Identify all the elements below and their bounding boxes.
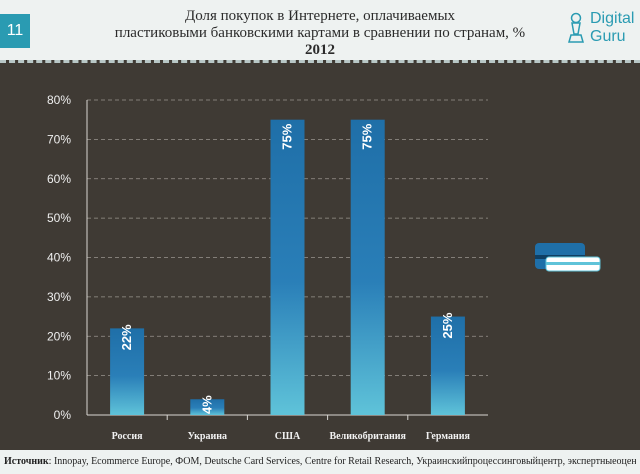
data-label: 22% bbox=[119, 324, 134, 350]
header: 11 Доля покупок в Интернете, оплачиваемы… bbox=[0, 0, 640, 60]
logo-line-1: Digital bbox=[590, 10, 635, 27]
y-tick-label: 70% bbox=[47, 132, 71, 146]
pawn-icon bbox=[568, 12, 584, 43]
category-label: Германия bbox=[426, 431, 471, 442]
chart-title: Доля покупок в Интернете, оплачиваемых п… bbox=[80, 8, 560, 59]
y-tick-label: 20% bbox=[47, 329, 71, 343]
category-label: Россия bbox=[112, 431, 143, 442]
y-tick-label: 40% bbox=[47, 251, 71, 265]
bar bbox=[350, 119, 385, 415]
credit-cards-icon bbox=[535, 243, 601, 272]
y-tick-label: 50% bbox=[47, 211, 71, 225]
title-line-1: Доля покупок в Интернете, оплачиваемых bbox=[184, 8, 456, 24]
category-label: США bbox=[275, 431, 301, 442]
title-year: 2012 bbox=[305, 42, 335, 58]
source-text: : Innopay, Ecommerce Europe, ФОМ, Deutsc… bbox=[48, 456, 636, 467]
y-tick-label: 0% bbox=[54, 408, 72, 422]
bar bbox=[270, 119, 305, 415]
y-tick-label: 10% bbox=[47, 369, 71, 383]
logo-line-2: Guru bbox=[590, 28, 626, 45]
data-label: 75% bbox=[360, 123, 375, 149]
source-note: Источник: Innopay, Ecommerce Europe, ФОМ… bbox=[4, 456, 636, 468]
bar bbox=[190, 399, 225, 415]
title-line-2: пластиковыми банковскими картами в сравн… bbox=[114, 25, 526, 41]
category-label: Украина bbox=[188, 431, 227, 442]
data-label: 4% bbox=[199, 395, 214, 414]
bar bbox=[430, 316, 465, 415]
y-tick-label: 80% bbox=[47, 93, 71, 107]
category-label: Великобритания bbox=[329, 431, 406, 442]
logo: Digital Guru bbox=[562, 6, 638, 54]
logo-text: Digital Guru bbox=[590, 10, 634, 46]
bar bbox=[110, 328, 145, 415]
source-label: Источник bbox=[4, 456, 49, 467]
slide-number: 11 bbox=[0, 14, 30, 48]
y-tick-label: 30% bbox=[47, 290, 71, 304]
chart-area bbox=[0, 60, 640, 450]
data-label: 75% bbox=[280, 123, 295, 149]
data-label: 25% bbox=[440, 312, 455, 338]
footer: Источник: Innopay, Ecommerce Europe, ФОМ… bbox=[0, 450, 640, 474]
y-tick-label: 60% bbox=[47, 172, 71, 186]
